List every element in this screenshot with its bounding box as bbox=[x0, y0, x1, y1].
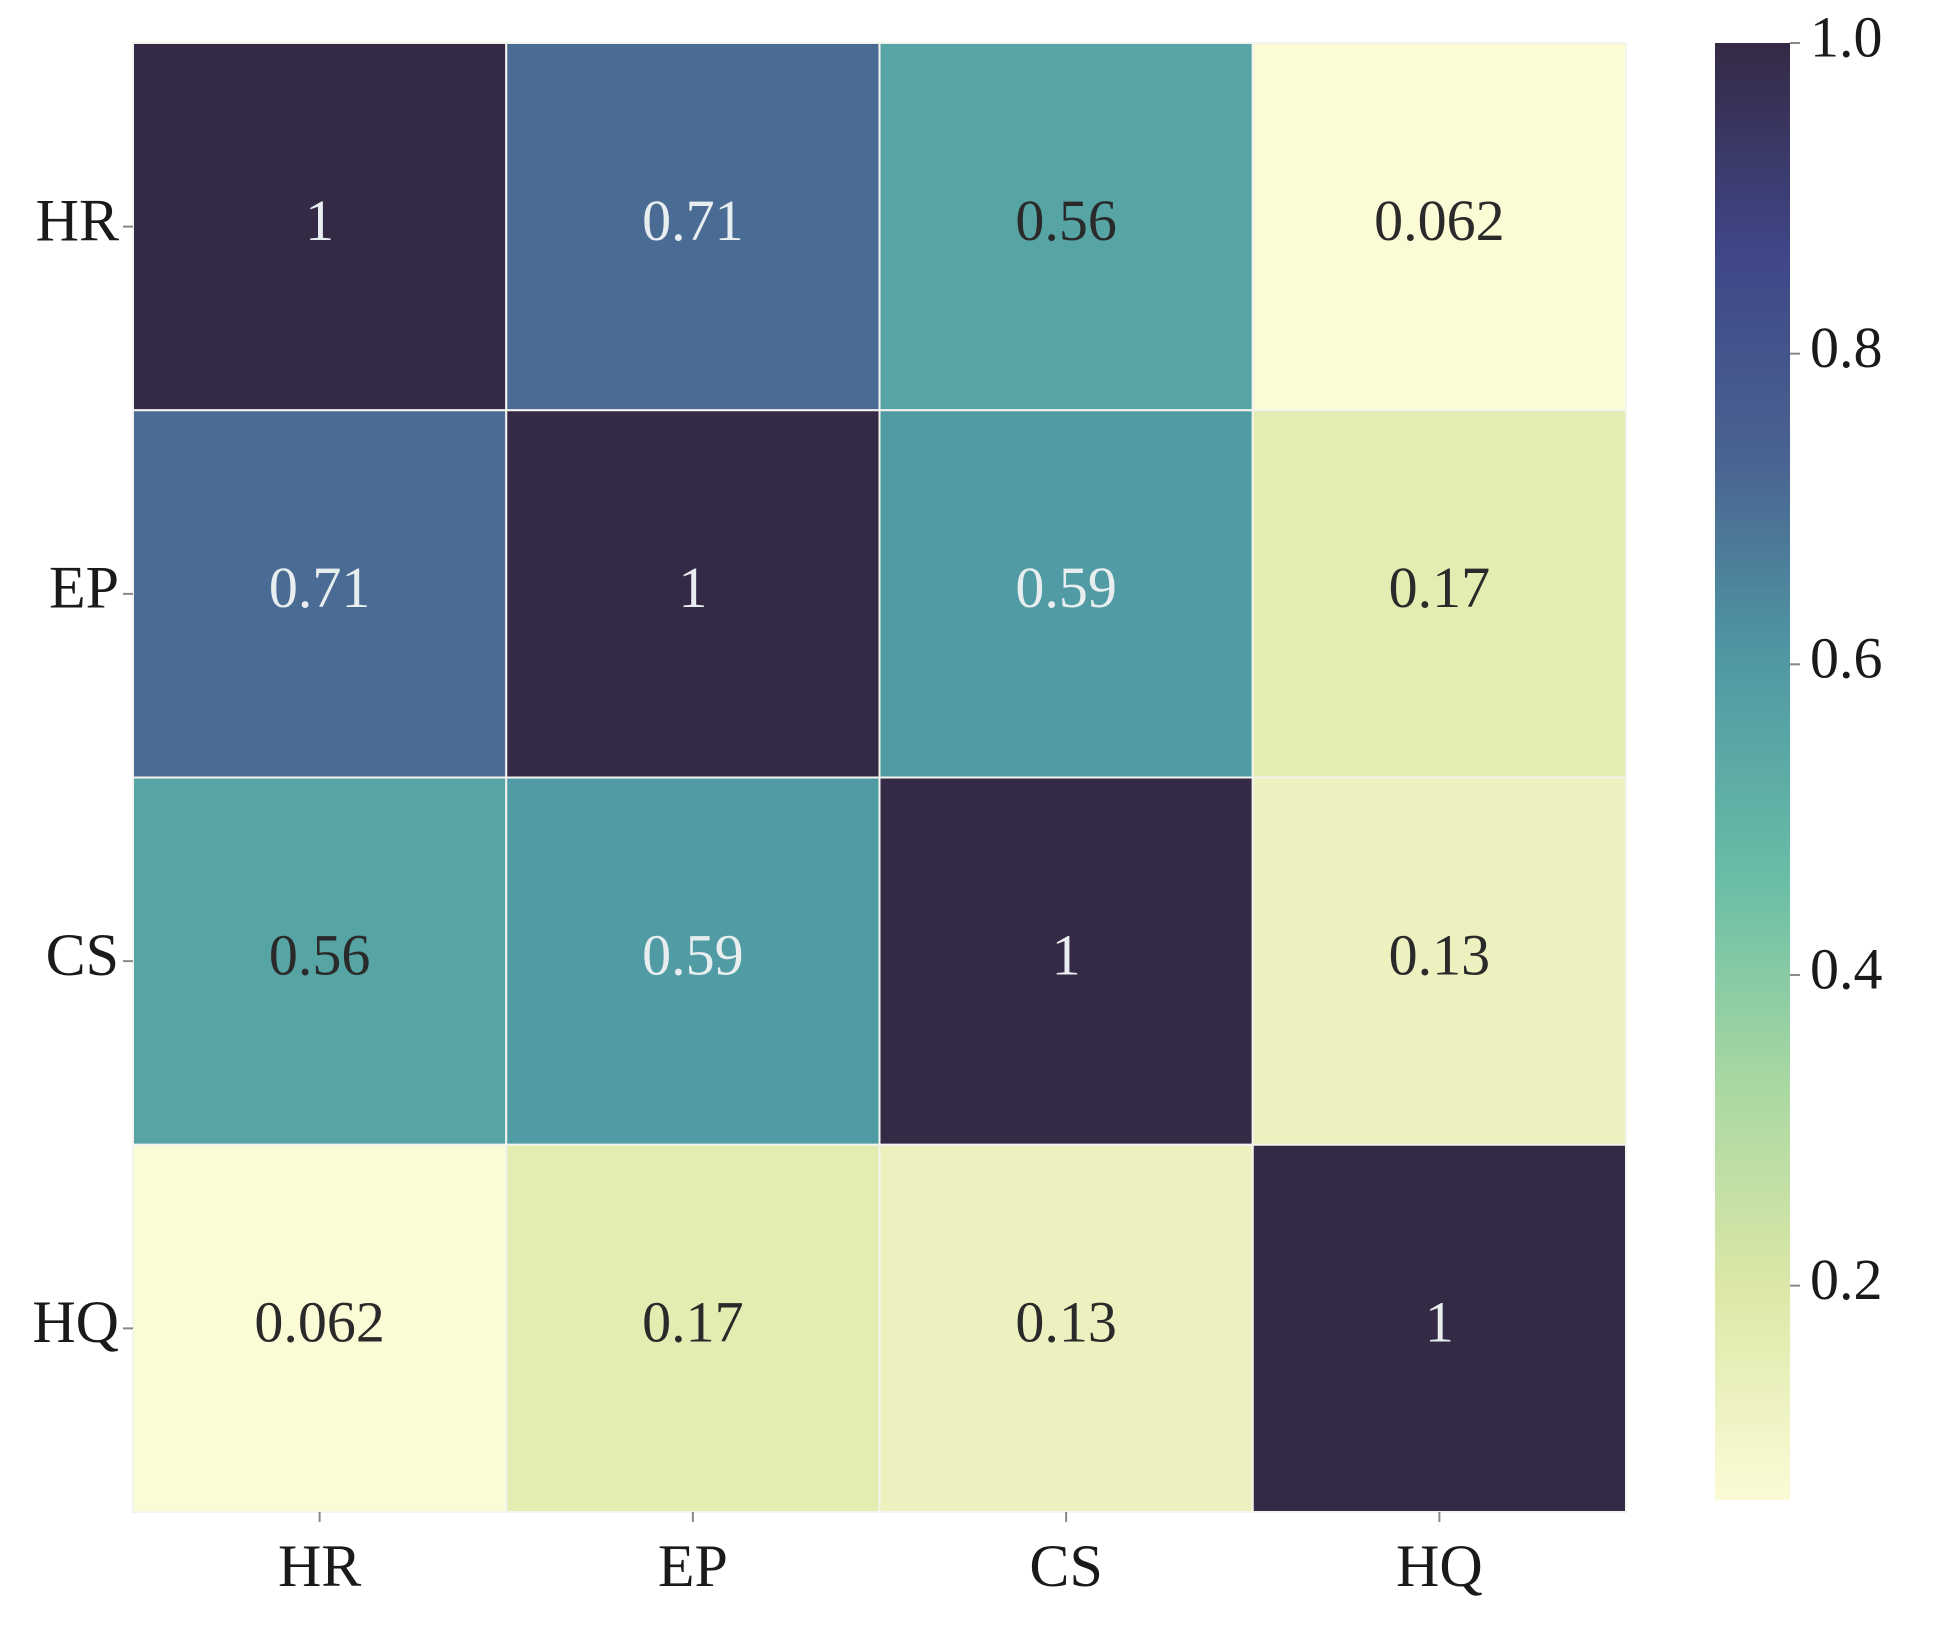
heatmap-cell bbox=[1251, 776, 1627, 1146]
cell-label: 0.71 bbox=[269, 555, 371, 620]
heatmap-cell bbox=[505, 42, 881, 412]
cell-label: 0.062 bbox=[254, 1290, 385, 1355]
heatmap-cell bbox=[1251, 42, 1627, 412]
cell-label: 1 bbox=[678, 555, 707, 620]
cell-label: 0.71 bbox=[642, 188, 744, 253]
x-tick-label: HR bbox=[278, 1533, 361, 1599]
y-tick-label: EP bbox=[49, 555, 119, 621]
cell-label: 0.56 bbox=[1015, 188, 1117, 253]
colorbar-tick-label: 1.0 bbox=[1810, 4, 1883, 69]
cell-label: 1 bbox=[1425, 1290, 1454, 1355]
cell-label: 0.062 bbox=[1374, 188, 1505, 253]
cell-label: 0.13 bbox=[1015, 1290, 1117, 1355]
colorbar-tick-label: 0.8 bbox=[1810, 315, 1883, 380]
heatmap-cell bbox=[132, 1143, 508, 1513]
colorbar-tick-label: 0.4 bbox=[1810, 936, 1883, 1001]
heatmap-cell bbox=[132, 42, 508, 412]
cell-label: 0.59 bbox=[642, 922, 744, 987]
heatmap-cell bbox=[505, 409, 881, 779]
cell-label: 1 bbox=[305, 188, 334, 253]
heatmap-cell bbox=[878, 42, 1254, 412]
heatmap-cell bbox=[878, 1143, 1254, 1513]
y-tick-label: CS bbox=[46, 922, 119, 988]
cell-label: 0.17 bbox=[642, 1290, 744, 1355]
colorbar-tick-label: 0.2 bbox=[1810, 1247, 1883, 1312]
heatmap-cell bbox=[505, 776, 881, 1146]
heatmap-cell bbox=[1251, 1143, 1627, 1513]
colorbar-tick-label: 0.6 bbox=[1810, 626, 1883, 691]
heatmap-cell bbox=[1251, 409, 1627, 779]
y-tick-label: HQ bbox=[32, 1289, 119, 1355]
cell-label: 0.56 bbox=[269, 922, 371, 987]
cell-label: 1 bbox=[1052, 922, 1081, 987]
heatmap-cell bbox=[505, 1143, 881, 1513]
x-tick-label: HQ bbox=[1396, 1533, 1483, 1599]
y-tick-label: HR bbox=[36, 187, 119, 253]
heatmap-cell bbox=[132, 409, 508, 779]
heatmap-cell bbox=[878, 409, 1254, 779]
x-tick-label: CS bbox=[1029, 1533, 1102, 1599]
x-tick-label: EP bbox=[658, 1533, 728, 1599]
cell-label: 0.59 bbox=[1015, 555, 1117, 620]
colorbar bbox=[1715, 43, 1790, 1500]
cell-label: 0.17 bbox=[1389, 555, 1491, 620]
cell-label: 0.13 bbox=[1389, 922, 1491, 987]
